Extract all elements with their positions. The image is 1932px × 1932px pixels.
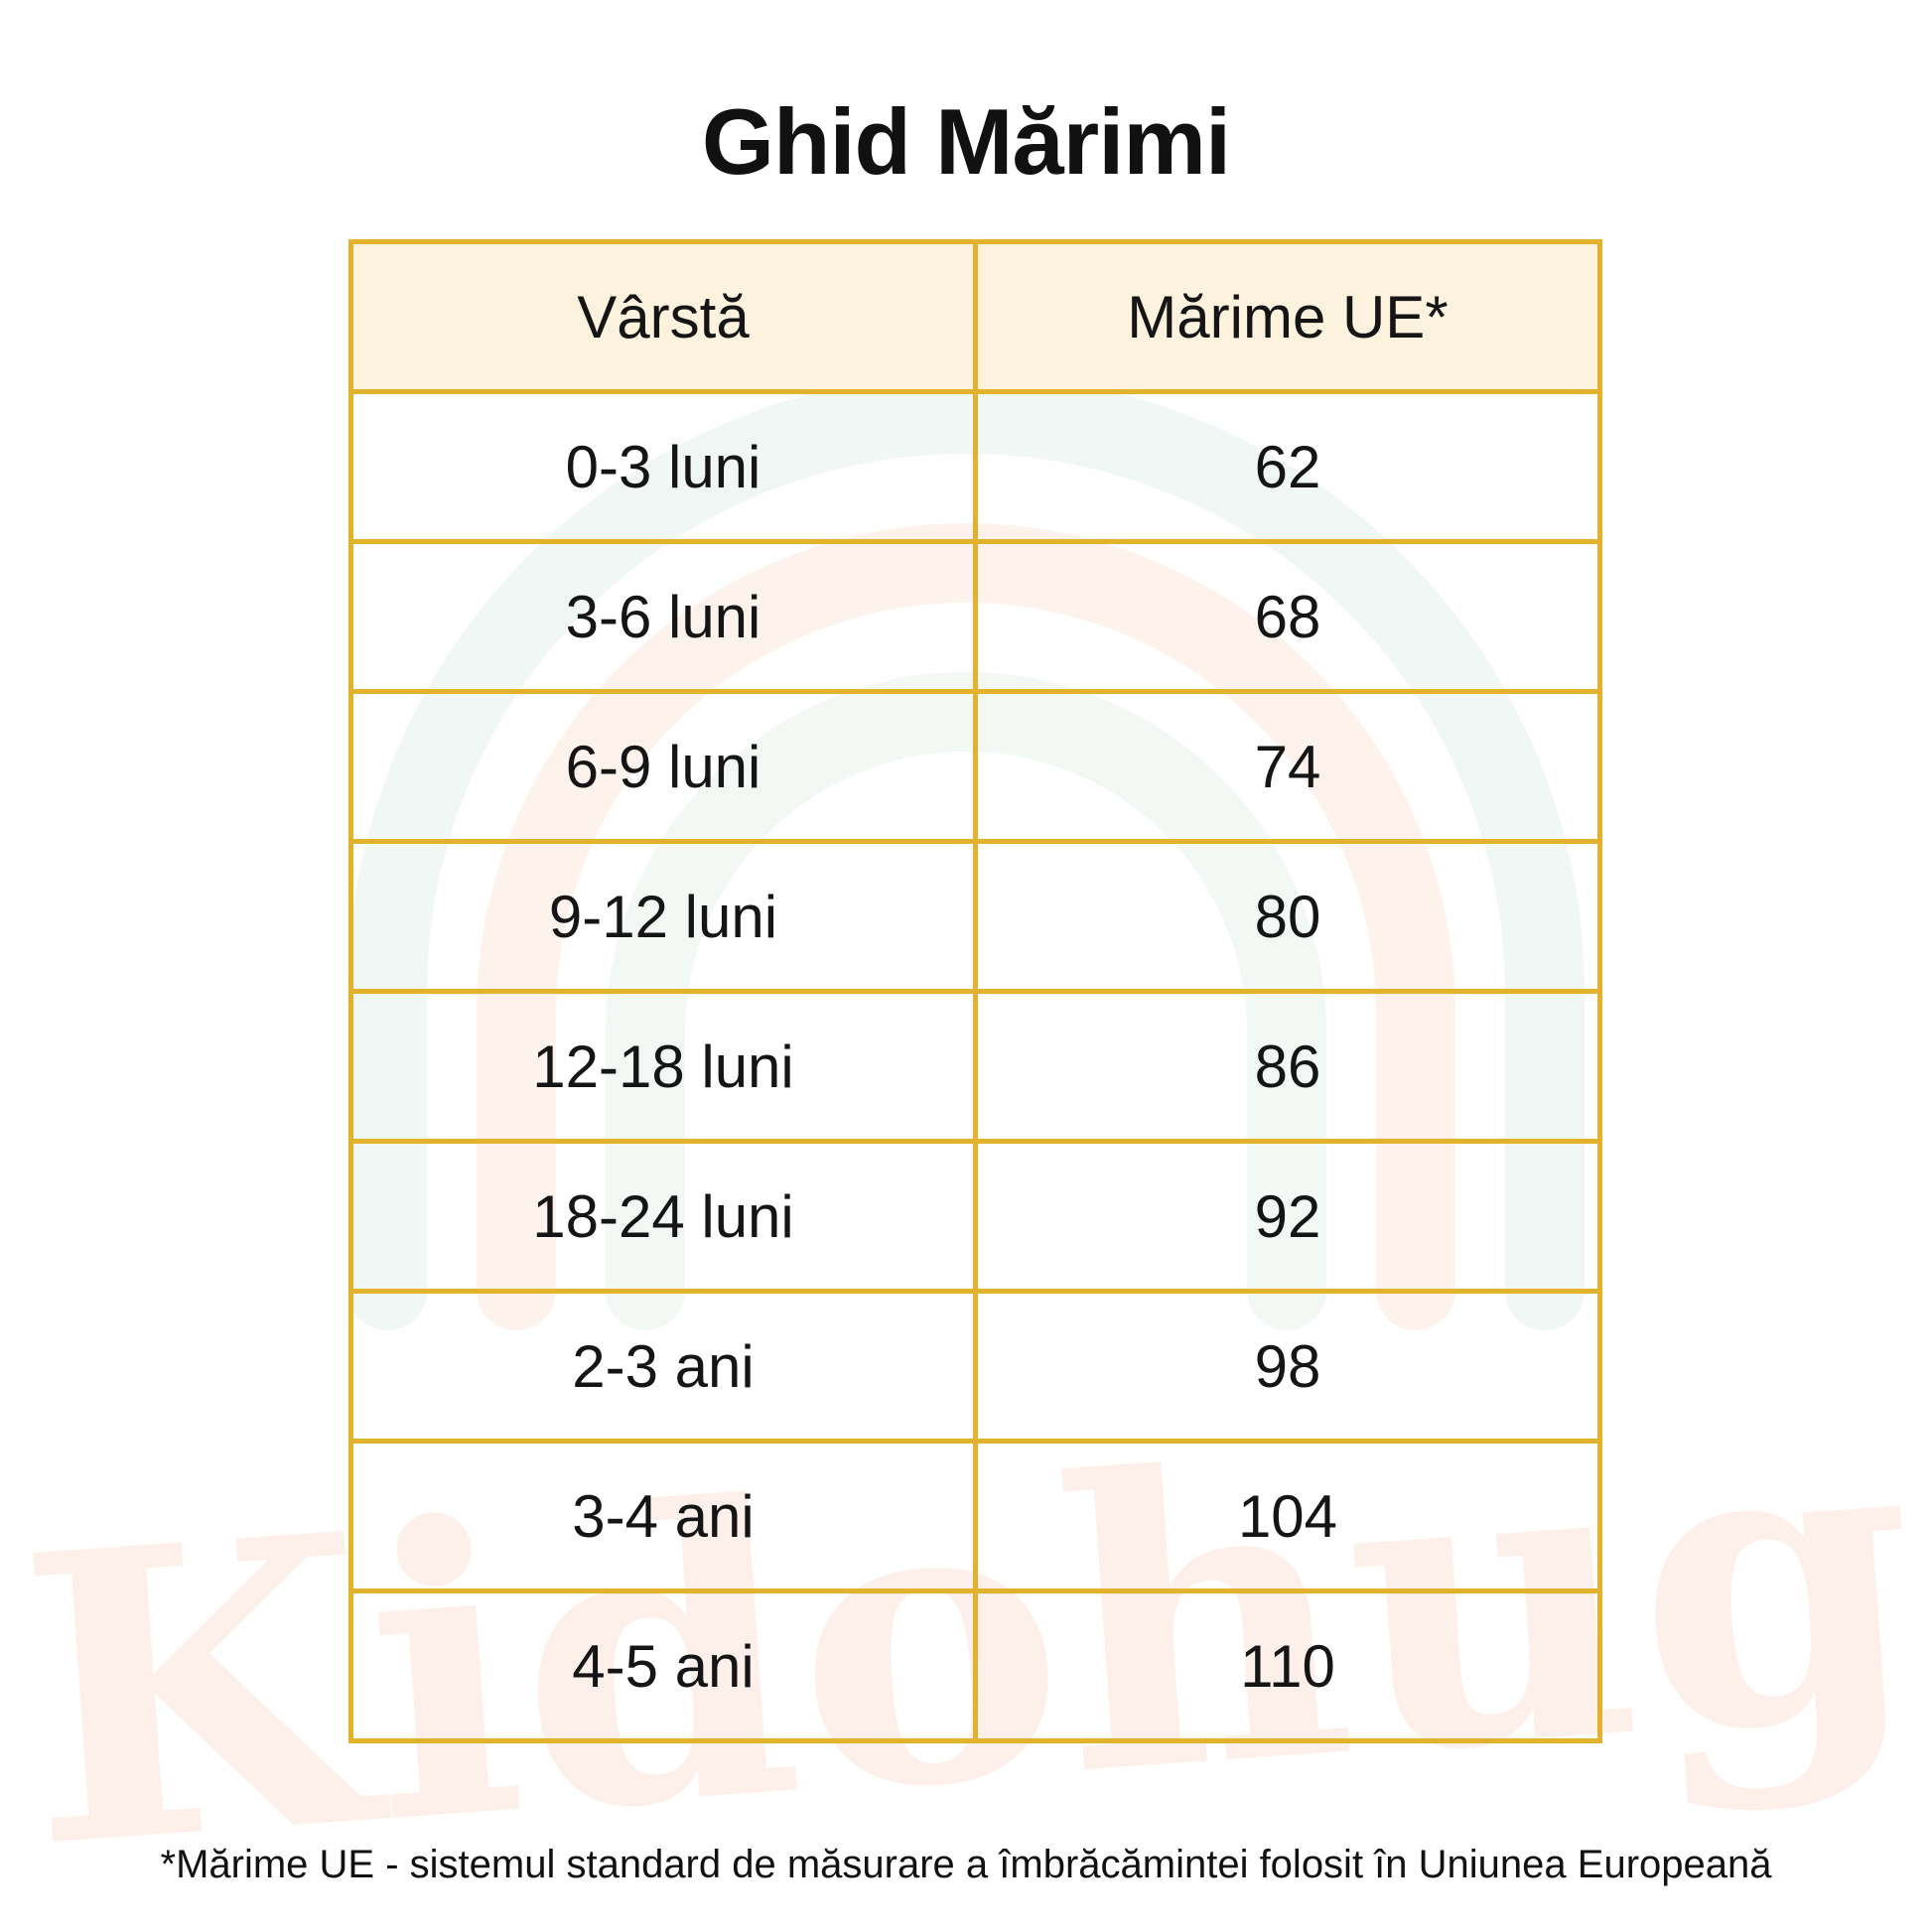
footnote: *Mărime UE - sistemul standard de măsura… — [160, 1843, 1772, 1886]
eu-size-cell: 80 — [973, 839, 1602, 994]
size-table: Vârstă Mărime UE* 0-3 luni 62 3-6 luni 6… — [348, 239, 1602, 1743]
eu-size-cell: 98 — [973, 1289, 1602, 1444]
table-row: 0-3 luni 62 — [348, 389, 1602, 544]
table-row: 18-24 luni 92 — [348, 1139, 1602, 1294]
age-cell: 12-18 luni — [348, 989, 978, 1144]
age-cell: 4-5 ani — [348, 1588, 978, 1743]
age-cell: 0-3 luni — [348, 389, 978, 544]
table-row: 2-3 ani 98 — [348, 1289, 1602, 1444]
eu-size-cell: 86 — [973, 989, 1602, 1144]
age-cell: 18-24 luni — [348, 1139, 978, 1294]
eu-size-cell: 110 — [973, 1588, 1602, 1743]
eu-size-cell: 68 — [973, 539, 1602, 694]
table-row: 4-5 ani 110 — [348, 1588, 1602, 1743]
age-cell: 3-6 luni — [348, 539, 978, 694]
table-row: 6-9 luni 74 — [348, 689, 1602, 844]
table-row: 9-12 luni 80 — [348, 839, 1602, 994]
column-header-age: Vârstă — [348, 239, 978, 394]
age-cell: 9-12 luni — [348, 839, 978, 994]
age-cell: 2-3 ani — [348, 1289, 978, 1444]
age-cell: 6-9 luni — [348, 689, 978, 844]
eu-size-cell: 74 — [973, 689, 1602, 844]
eu-size-cell: 92 — [973, 1139, 1602, 1294]
page-title: Ghid Mărimi — [701, 89, 1231, 194]
column-header-eu-size: Mărime UE* — [973, 239, 1602, 394]
age-cell: 3-4 ani — [348, 1439, 978, 1593]
table-row: 3-4 ani 104 — [348, 1439, 1602, 1593]
eu-size-cell: 104 — [973, 1439, 1602, 1593]
table-row: 12-18 luni 86 — [348, 989, 1602, 1144]
table-row: 3-6 luni 68 — [348, 539, 1602, 694]
table-header-row: Vârstă Mărime UE* — [348, 239, 1602, 394]
eu-size-cell: 62 — [973, 389, 1602, 544]
